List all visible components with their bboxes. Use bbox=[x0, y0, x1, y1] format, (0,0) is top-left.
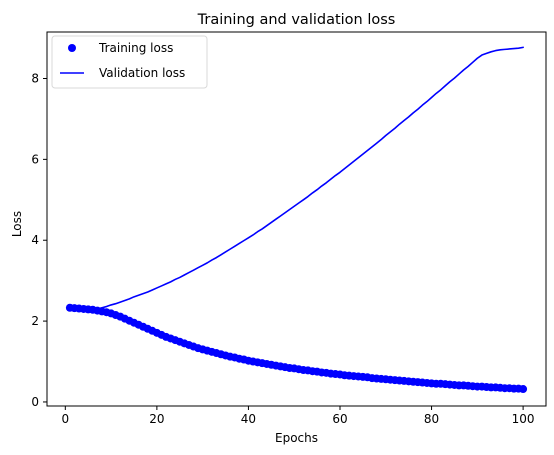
y-tick-label: 2 bbox=[31, 314, 39, 328]
y-tick-label: 4 bbox=[31, 233, 39, 247]
x-tick-label: 40 bbox=[241, 412, 256, 426]
legend: Training loss Validation loss bbox=[51, 35, 208, 89]
y-tick-label: 6 bbox=[31, 152, 39, 166]
y-tick-label: 8 bbox=[31, 71, 39, 85]
x-tick-label: 20 bbox=[149, 412, 164, 426]
training-loss-point bbox=[519, 385, 528, 394]
y-axis-ticks: 0 2 4 6 8 bbox=[31, 71, 47, 409]
legend-label-validation: Validation loss bbox=[99, 66, 185, 80]
y-axis-label: Loss bbox=[10, 211, 24, 237]
plot-area bbox=[65, 46, 528, 394]
x-axis-ticks: 0 20 40 60 80 100 bbox=[61, 406, 535, 426]
legend-marker-training bbox=[68, 44, 76, 52]
x-axis-label: Epochs bbox=[275, 431, 318, 445]
x-tick-label: 80 bbox=[424, 412, 439, 426]
chart-title: Training and validation loss bbox=[197, 12, 396, 28]
legend-label-training: Training loss bbox=[98, 41, 173, 55]
y-tick-label: 0 bbox=[31, 395, 39, 409]
legend-box bbox=[51, 35, 208, 89]
x-tick-label: 100 bbox=[512, 412, 535, 426]
validation-loss-line bbox=[69, 46, 524, 311]
x-tick-label: 0 bbox=[61, 412, 69, 426]
x-tick-label: 60 bbox=[332, 412, 347, 426]
plot-frame bbox=[46, 31, 547, 407]
